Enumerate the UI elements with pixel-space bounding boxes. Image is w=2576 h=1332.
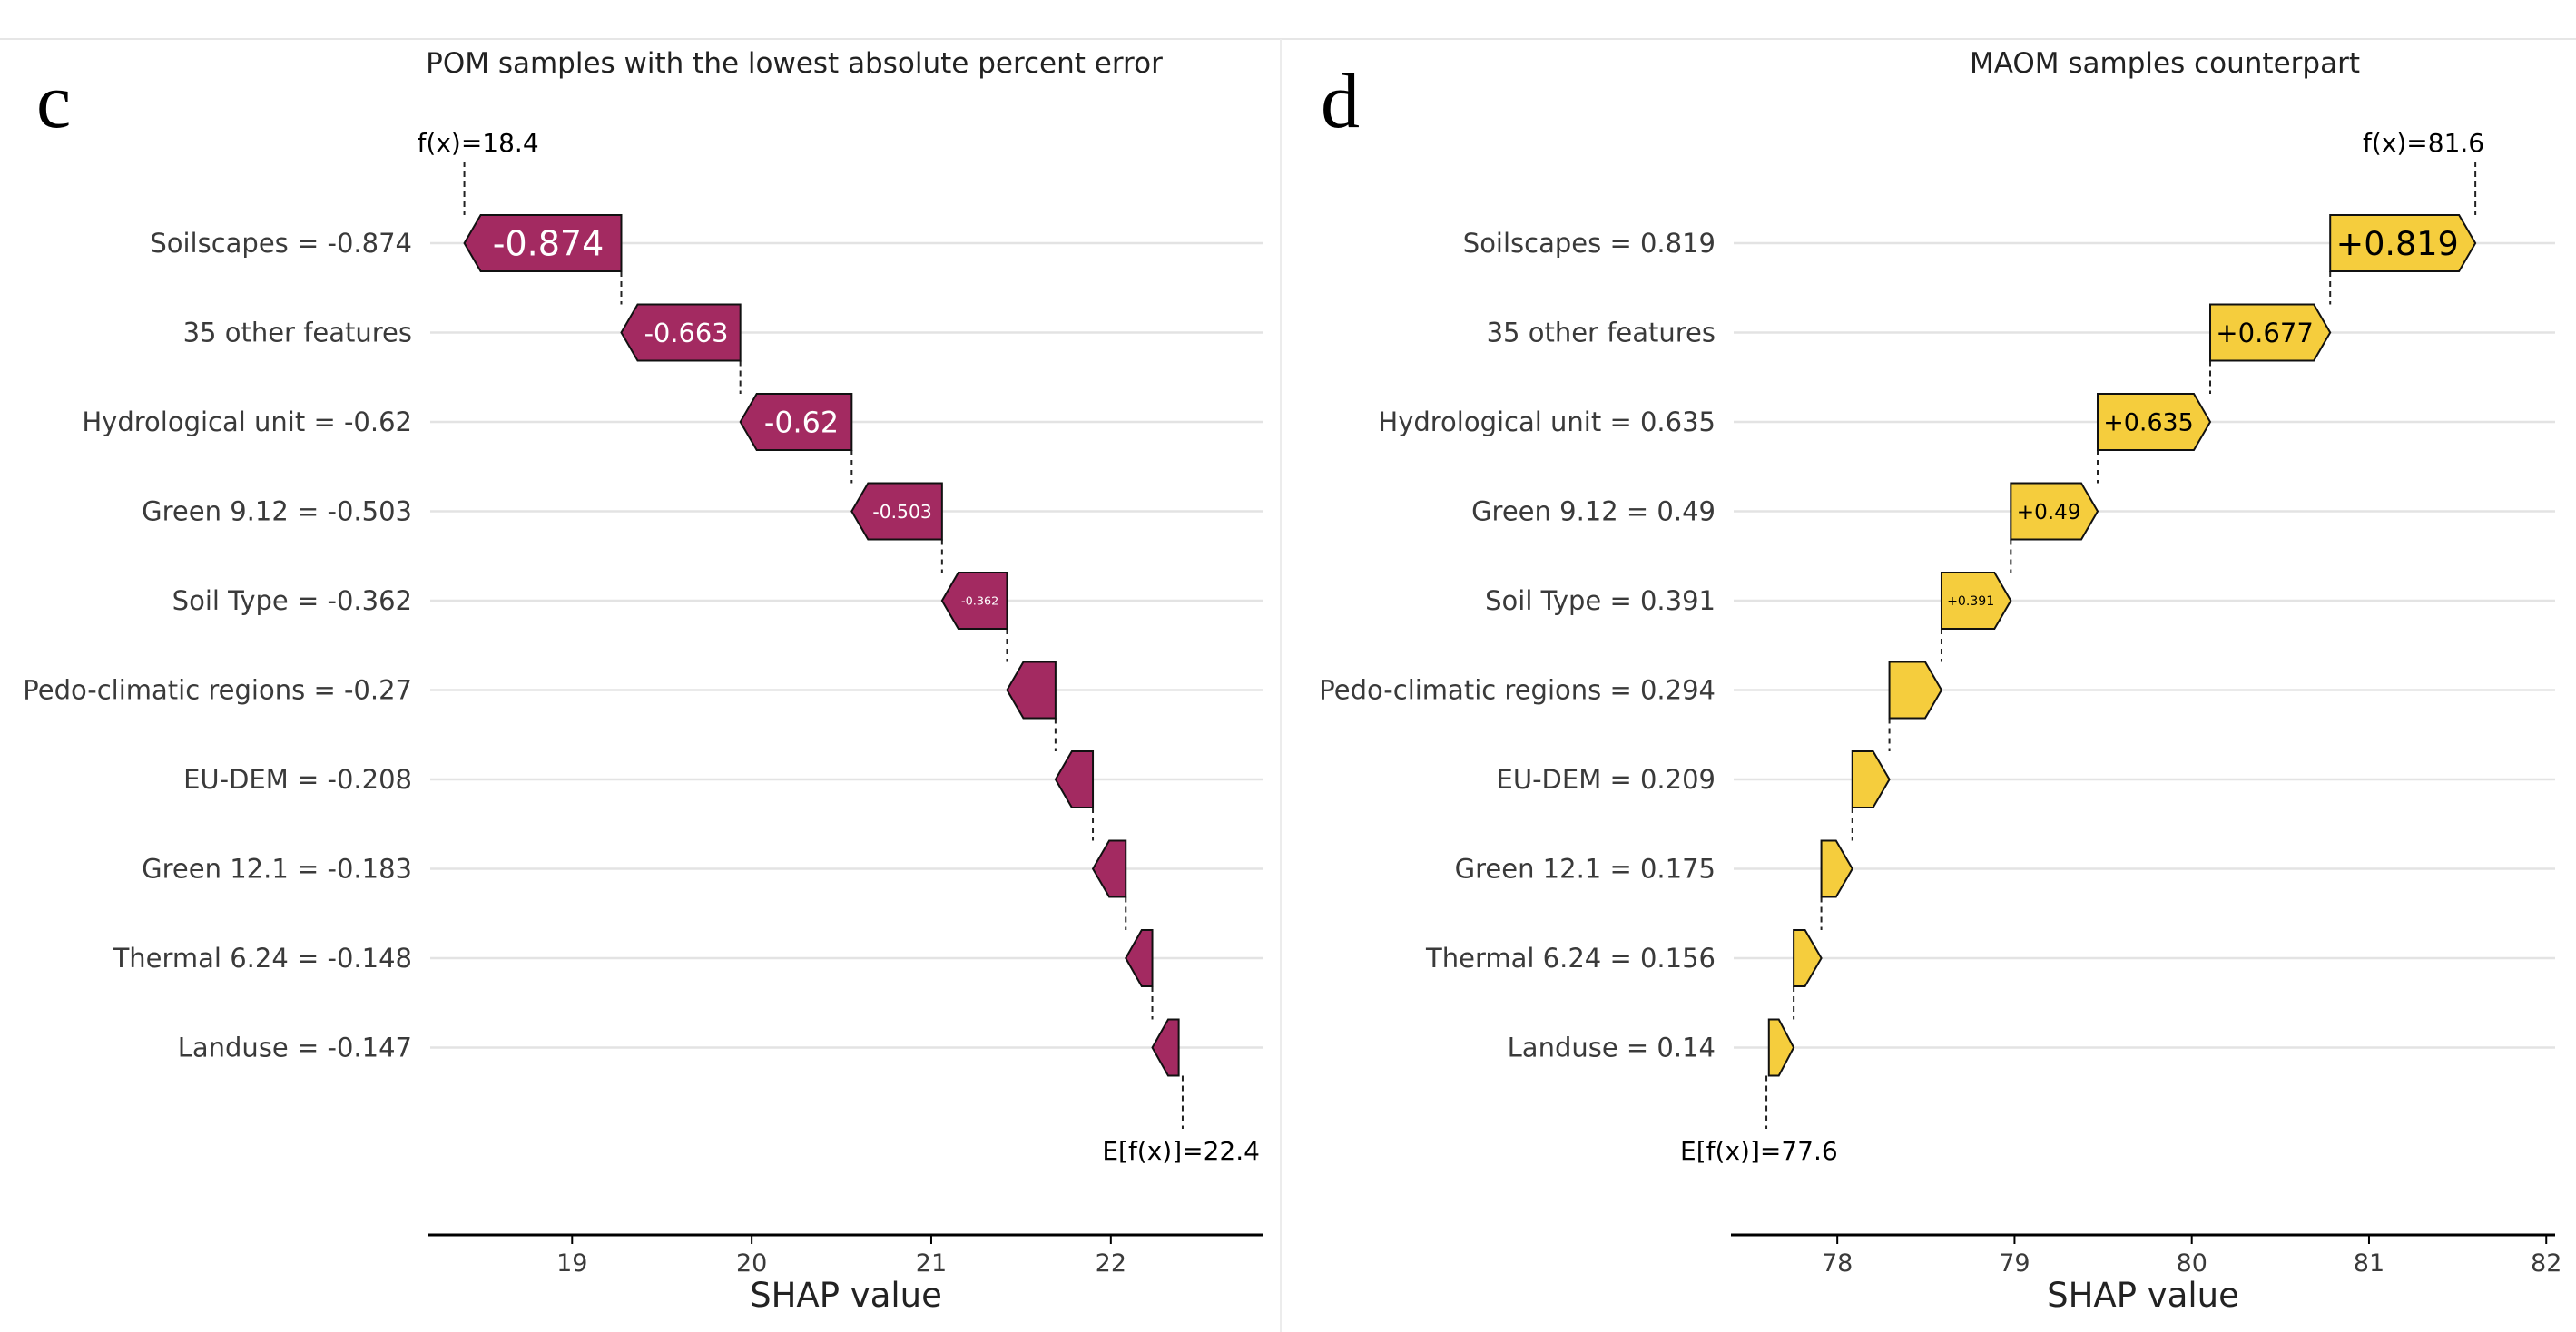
- panel-d: d MAOM samples counterpart Soilscapes = 0.…: [1319, 47, 2561, 1315]
- shap-bar: [1820, 839, 1853, 898]
- shap-bar: [2329, 214, 2477, 272]
- x-tick-label: 81: [2354, 1249, 2384, 1278]
- panel-title: MAOM samples counterpart: [1970, 47, 2360, 80]
- x-tick-label: 19: [556, 1249, 587, 1278]
- feature-label: Soil Type = -0.362: [172, 585, 412, 616]
- panel-c: c POM samples with the lowest absolute pe…: [23, 47, 1263, 1315]
- x-tick-label: 79: [1999, 1249, 2030, 1278]
- shap-bar: [1151, 1018, 1180, 1077]
- bar-value-label: +0.49: [2017, 501, 2081, 524]
- shap-bar: [1091, 839, 1127, 898]
- shap-bar: [1767, 1018, 1795, 1077]
- feature-label: Green 9.12 = -0.503: [142, 496, 412, 527]
- fx-label: f(x)=18.4: [418, 128, 539, 158]
- x-axis-label: SHAP value: [750, 1276, 942, 1315]
- feature-label: Thermal 6.24 = 0.156: [1425, 943, 1716, 974]
- shap-bar: [2209, 303, 2332, 362]
- x-tick-label: 21: [916, 1249, 947, 1278]
- shap-bar: [739, 393, 853, 451]
- feature-label: Hydrological unit = 0.635: [1378, 406, 1716, 437]
- fx-label: f(x)=81.6: [2363, 128, 2484, 158]
- shap-bar: [1888, 661, 1943, 720]
- shap-bar: [850, 482, 943, 541]
- shap-bar: [940, 572, 1008, 630]
- feature-label: Soilscapes = 0.819: [1463, 228, 1716, 259]
- shap-bar: [1793, 929, 1823, 987]
- bar-value-label: -0.663: [644, 318, 729, 348]
- feature-label: Landuse = 0.14: [1508, 1033, 1716, 1063]
- x-tick-label: 80: [2177, 1249, 2207, 1278]
- feature-label: Soilscapes = -0.874: [150, 228, 412, 259]
- shap-bar: [1054, 750, 1095, 808]
- feature-label: Green 9.12 = 0.49: [1471, 496, 1716, 527]
- feature-label: EU-DEM = -0.208: [183, 764, 412, 795]
- x-tick-label: 78: [1822, 1249, 1853, 1278]
- shap-bar: [1940, 572, 2012, 630]
- ex-label: E[f(x)]=77.6: [1680, 1136, 1838, 1166]
- feature-label: Pedo-climatic regions = -0.27: [23, 675, 412, 706]
- shap-bar: [1851, 750, 1891, 808]
- bar-value-label: +0.677: [2216, 318, 2314, 348]
- bar-value-label: +0.635: [2103, 409, 2194, 437]
- panel-letter: d: [1321, 57, 1360, 144]
- shap-bar: [2097, 393, 2212, 451]
- feature-label: Soil Type = 0.391: [1485, 585, 1716, 616]
- bar-value-label: +0.391: [1947, 594, 1994, 609]
- shap-bar: [620, 303, 742, 362]
- feature-label: Pedo-climatic regions = 0.294: [1319, 675, 1716, 706]
- bar-value-label: +0.819: [2336, 224, 2459, 263]
- bar-value-label: -0.62: [764, 406, 839, 439]
- feature-label: Green 12.1 = -0.183: [142, 854, 412, 885]
- x-tick-label: 82: [2531, 1249, 2561, 1278]
- panel-title: POM samples with the lowest absolute per…: [426, 47, 1163, 80]
- shap-bar: [463, 214, 623, 272]
- shap-bar: [1125, 929, 1154, 987]
- feature-label: Green 12.1 = 0.175: [1455, 854, 1716, 885]
- x-tick-label: 22: [1096, 1249, 1126, 1278]
- feature-label: EU-DEM = 0.209: [1497, 764, 1716, 795]
- shap-bar: [1006, 661, 1057, 720]
- bar-value-label: -0.874: [493, 224, 605, 264]
- bar-value-label: -0.503: [872, 501, 931, 523]
- feature-label: 35 other features: [183, 318, 412, 348]
- feature-label: Landuse = -0.147: [178, 1033, 412, 1063]
- feature-label: 35 other features: [1487, 318, 1716, 348]
- x-tick-label: 20: [736, 1249, 767, 1278]
- x-axis-label: SHAP value: [2047, 1276, 2239, 1315]
- feature-label: Hydrological unit = -0.62: [82, 406, 412, 437]
- shap-bar: [2010, 482, 2099, 541]
- feature-label: Thermal 6.24 = -0.148: [113, 943, 412, 974]
- bar-value-label: -0.362: [961, 595, 998, 609]
- panel-letter: c: [36, 57, 71, 144]
- ex-label: E[f(x)]=22.4: [1102, 1136, 1260, 1166]
